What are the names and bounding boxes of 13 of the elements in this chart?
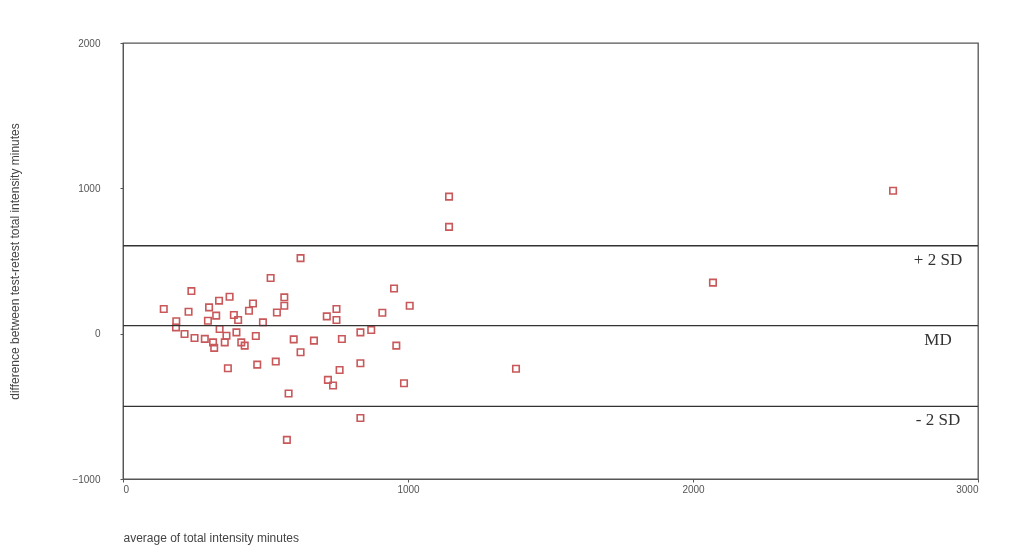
- y-tick-label: 0: [94, 328, 101, 340]
- ref-line-label: + 2 SD: [913, 249, 963, 269]
- x-tick-label: 2000: [682, 483, 706, 495]
- x-axis-title: average of total intensity minutes: [123, 530, 299, 545]
- x-tick-label: 0: [123, 483, 130, 495]
- y-axis-title: difference between test-retest total intensity minutes: [8, 123, 23, 400]
- ref-line-label: MD: [924, 329, 952, 349]
- x-tick-label: 1000: [397, 483, 421, 495]
- x-tick-label: 3000: [956, 483, 979, 495]
- ref-line-label: - 2 SD: [915, 410, 961, 430]
- y-tick-label: 2000: [78, 37, 101, 49]
- y-tick-label: −1000: [72, 473, 101, 485]
- y-tick-label: 1000: [78, 182, 101, 194]
